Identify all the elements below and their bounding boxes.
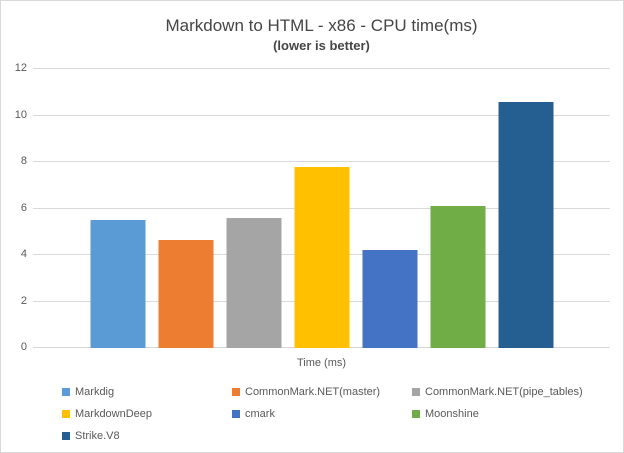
y-tick-label-2: 2 [20, 294, 27, 307]
bar-series [90, 102, 553, 348]
legend-swatch-icon [62, 432, 70, 440]
legend-swatch-icon [232, 388, 240, 396]
legend-label: MarkdownDeep [75, 408, 153, 420]
title-block: Markdown to HTML - x86 - CPU time(ms) (l… [33, 14, 610, 54]
chart-title: Markdown to HTML - x86 - CPU time(ms) [165, 16, 478, 35]
plot-area [33, 68, 610, 348]
legend-swatch-icon [412, 410, 420, 418]
bar-commonmark-net-pipe-tables [226, 218, 281, 348]
chart-subtitle: (lower is better) [273, 38, 370, 53]
legend-label: Markdig [75, 386, 115, 398]
y-tick-label-6: 6 [20, 201, 27, 214]
legend-item-moonshine: Moonshine [412, 407, 479, 421]
legend-item-strike-v8: Strike.V8 [62, 429, 120, 443]
legend-item-commonmark-net-master: CommonMark.NET(master) [232, 385, 380, 399]
legend-swatch-icon [232, 410, 240, 418]
bar-moonshine [430, 206, 485, 348]
legend-swatch-icon [62, 388, 70, 396]
legend-swatch-icon [412, 388, 420, 396]
legend-label: cmark [245, 408, 275, 420]
legend-label: CommonMark.NET(master) [245, 386, 381, 398]
legend-item-cmark: cmark [232, 407, 275, 421]
bar-commonmark-net-master [158, 240, 213, 348]
legend-label: Moonshine [425, 408, 479, 420]
legend-swatch-icon [62, 410, 70, 418]
gridline [33, 114, 610, 116]
y-tick-label-4: 4 [20, 248, 27, 260]
legend-label: CommonMark.NET(pipe_tables) [425, 386, 583, 398]
gridline [33, 68, 610, 69]
gridline [33, 161, 610, 162]
bar-cmark [362, 250, 417, 348]
legend-label: Strike.V8 [75, 430, 120, 442]
x-axis-title: Time (ms) [296, 357, 347, 369]
legend-item-markdig: Markdig [62, 385, 114, 399]
legend-item-markdowndeep: MarkdownDeep [62, 407, 152, 421]
y-tick-label-0: 0 [20, 341, 27, 353]
legend-item-commonmark-net-pipe-tables: CommonMark.NET(pipe_tables) [412, 385, 583, 399]
bar-markdowndeep [294, 167, 349, 348]
bar-strike-v8 [498, 102, 553, 348]
y-tick-label-10: 10 [14, 108, 27, 121]
bar-markdig [90, 220, 145, 348]
y-tick-label-12: 12 [14, 62, 27, 74]
y-tick-label-8: 8 [20, 155, 27, 167]
